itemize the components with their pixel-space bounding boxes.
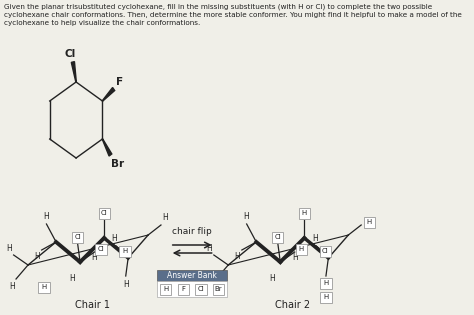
Polygon shape [102, 88, 115, 101]
Text: Cl: Cl [198, 286, 204, 292]
Text: Cl: Cl [65, 49, 76, 59]
Text: Br: Br [111, 159, 124, 169]
Text: H: H [6, 244, 12, 253]
FancyBboxPatch shape [320, 278, 331, 289]
Text: H: H [292, 253, 298, 262]
Text: Cl: Cl [274, 234, 281, 240]
Text: H: H [243, 212, 249, 221]
Text: H: H [210, 282, 215, 291]
FancyBboxPatch shape [295, 243, 307, 255]
Text: H: H [323, 294, 328, 300]
Text: chair flip: chair flip [173, 227, 212, 236]
Text: cyclohexane chair conformations. Then, determine the more stable conformer. You : cyclohexane chair conformations. Then, d… [4, 12, 462, 18]
Text: H: H [269, 274, 275, 283]
Text: H: H [301, 210, 307, 216]
Polygon shape [71, 62, 76, 82]
FancyBboxPatch shape [195, 284, 207, 295]
FancyBboxPatch shape [38, 282, 50, 293]
Text: H: H [123, 280, 128, 289]
FancyBboxPatch shape [157, 281, 228, 297]
FancyBboxPatch shape [160, 284, 172, 295]
Text: H: H [163, 213, 168, 222]
Text: Chair 2: Chair 2 [275, 300, 310, 310]
Text: H: H [34, 252, 40, 261]
FancyBboxPatch shape [157, 270, 228, 281]
Text: H: H [122, 248, 128, 254]
Text: H: H [235, 252, 240, 261]
Text: Chair 1: Chair 1 [74, 300, 109, 310]
Text: Answer Bank: Answer Bank [167, 271, 217, 280]
Text: H: H [112, 234, 118, 243]
FancyBboxPatch shape [99, 208, 109, 219]
FancyBboxPatch shape [320, 291, 331, 302]
Text: H: H [91, 253, 97, 262]
FancyBboxPatch shape [119, 245, 130, 256]
Text: H: H [69, 274, 75, 283]
Text: F: F [182, 286, 185, 292]
Text: Cl: Cl [322, 248, 328, 254]
FancyBboxPatch shape [319, 245, 331, 256]
Text: H: H [312, 234, 318, 243]
Text: Cl: Cl [101, 210, 108, 216]
FancyBboxPatch shape [72, 232, 83, 243]
Text: H: H [323, 280, 328, 286]
Text: Cl: Cl [98, 246, 104, 252]
Text: H: H [366, 219, 372, 225]
Polygon shape [102, 139, 112, 156]
FancyBboxPatch shape [95, 243, 107, 255]
Text: H: H [163, 286, 168, 292]
FancyBboxPatch shape [364, 216, 375, 227]
Text: H: H [207, 244, 212, 253]
FancyBboxPatch shape [178, 284, 189, 295]
Text: Br: Br [215, 286, 222, 292]
Text: H: H [41, 284, 46, 290]
FancyBboxPatch shape [299, 208, 310, 219]
FancyBboxPatch shape [272, 232, 283, 243]
Text: Given the planar trisubstituted cyclohexane, fill in the missing substituents (w: Given the planar trisubstituted cyclohex… [4, 4, 432, 10]
Text: F: F [116, 77, 123, 87]
FancyBboxPatch shape [213, 284, 224, 295]
Text: H: H [299, 246, 304, 252]
Text: cyclohexane to help visualize the chair conformations.: cyclohexane to help visualize the chair … [4, 20, 200, 26]
Text: H: H [9, 282, 15, 291]
Text: H: H [43, 212, 48, 221]
Text: Cl: Cl [74, 234, 81, 240]
